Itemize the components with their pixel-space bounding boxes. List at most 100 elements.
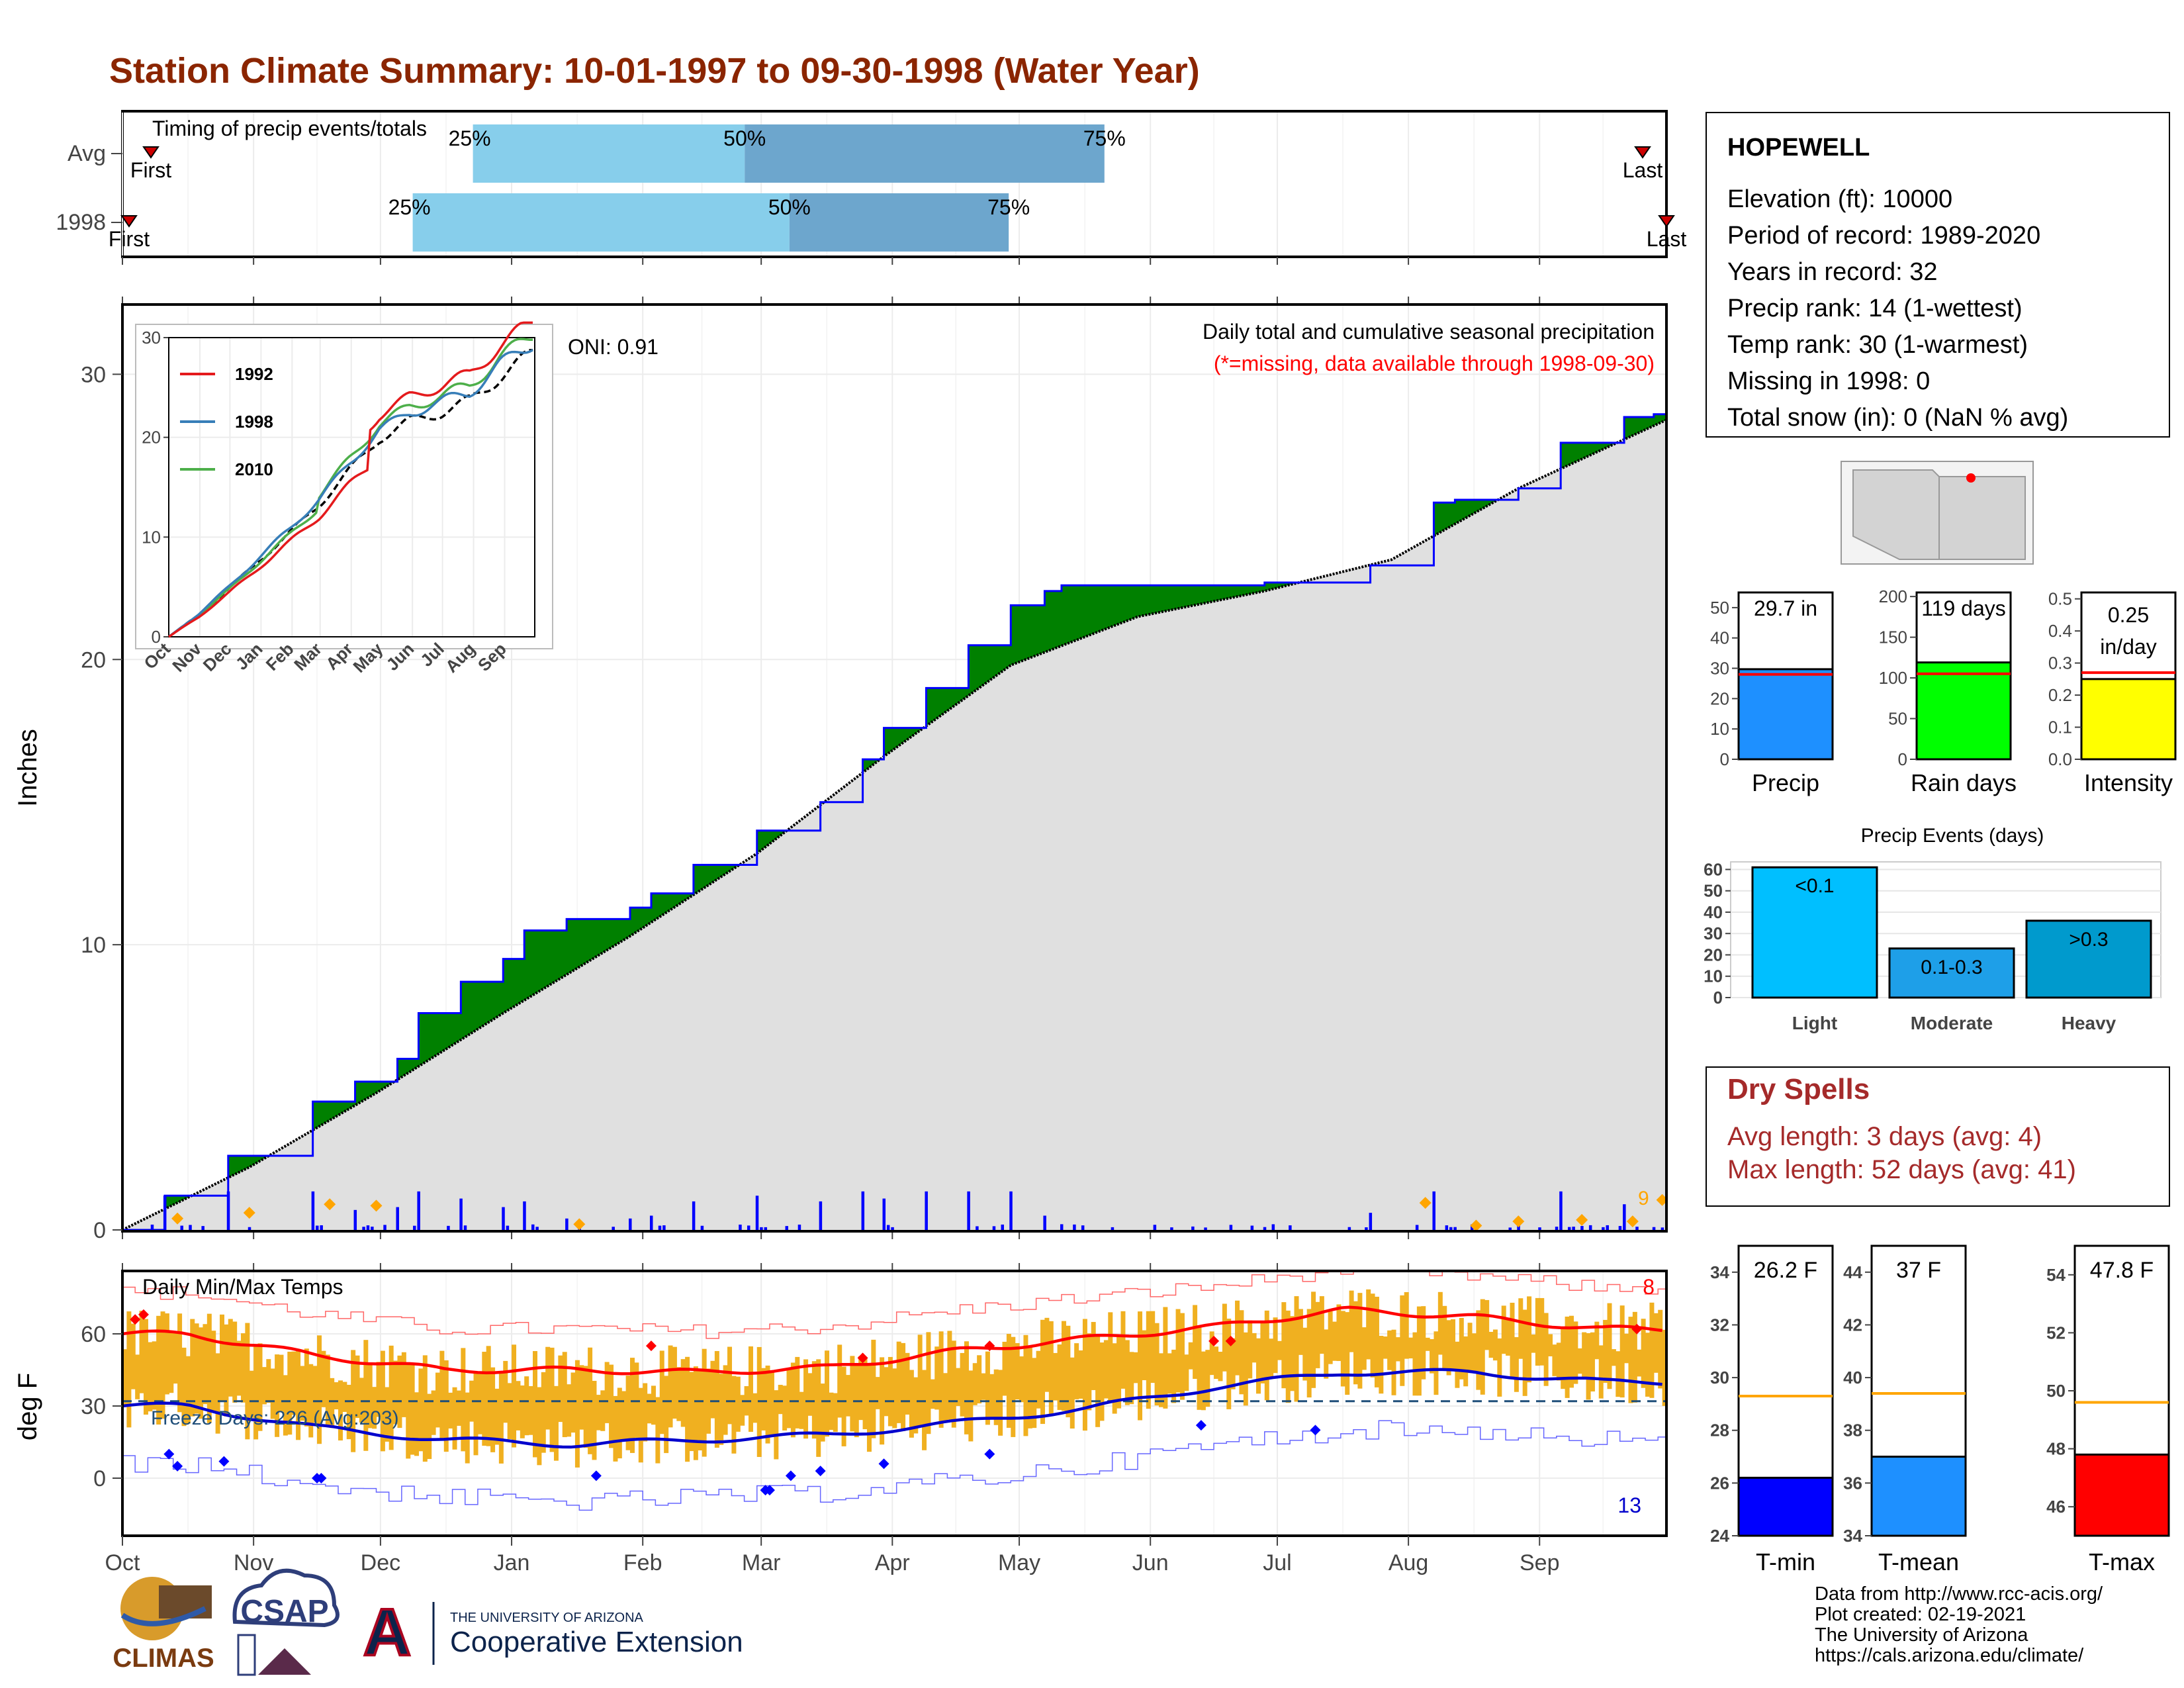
precip-panel: 0 10 20 30 Inches Daily total and cumulativ… (13, 257, 1668, 1271)
cum-diff-fill (477, 982, 483, 1029)
daily-temp-bar (1108, 1312, 1113, 1401)
cum-diff-fill (406, 1058, 411, 1075)
record-high-marker (1631, 1323, 1643, 1335)
daily-temp-bar (960, 1352, 965, 1417)
daily-temp-bar (1260, 1321, 1265, 1383)
cum-diff-fill (1226, 585, 1232, 599)
daily-temp-bar (884, 1367, 889, 1417)
daily-temp-bar (1467, 1323, 1473, 1374)
daily-temp-bar (1594, 1321, 1600, 1360)
cum-diff-fill (443, 1013, 449, 1051)
last-event-marker (1634, 146, 1651, 159)
cum-diff-fill (372, 1081, 377, 1096)
inset-y-tick: 30 (142, 328, 161, 348)
cum-diff-fill (964, 688, 970, 699)
daily-precip-bar (764, 1227, 768, 1230)
daily-temp-bar (1391, 1329, 1396, 1395)
daily-temp-bar (845, 1375, 850, 1417)
daily-precip-bar (819, 1201, 823, 1230)
cum-diff-fill (901, 727, 906, 745)
daily-precip-bar (1453, 1227, 1457, 1230)
temp-summary-y-tick: 52 (2046, 1323, 2066, 1342)
credit-line: Plot created: 02-19-2021 (1815, 1604, 2026, 1625)
cum-diff-fill (397, 1058, 402, 1080)
station-info-box: HOPEWELL Elevation (ft): 10000 Period of … (1706, 112, 2170, 438)
daily-precip-bar (1588, 1225, 1592, 1230)
cum-diff-fill (672, 893, 678, 909)
coop-extension-text: Cooperative Extension (450, 1626, 743, 1658)
daily-temp-bar (443, 1360, 449, 1452)
daily-temp-bar (1066, 1325, 1071, 1418)
daily-temp-bar (1099, 1342, 1105, 1421)
daily-temp-bar (1230, 1338, 1236, 1389)
temp-summary-y-tick: 40 (1843, 1368, 1862, 1387)
cum-diff-fill (1171, 585, 1177, 610)
daily-temp-bar (956, 1368, 961, 1406)
cum-diff-fill (520, 959, 525, 1004)
min-count: 13 (1617, 1493, 1641, 1517)
daily-temp-bar (1193, 1305, 1198, 1380)
daily-precip-bar (1555, 1227, 1559, 1230)
daily-temp-bar (1214, 1346, 1219, 1380)
daily-temp-bar (917, 1335, 923, 1427)
daily-temp-bar (338, 1380, 343, 1441)
daily-temp-bar (1277, 1340, 1282, 1360)
summary-y-tick: 50 (1888, 709, 1907, 729)
daily-temp-bar (1175, 1309, 1181, 1393)
cum-diff-fill (1463, 499, 1469, 520)
daily-temp-bar (689, 1372, 694, 1452)
cum-diff-fill (1069, 585, 1075, 643)
daily-temp-bar (604, 1362, 610, 1423)
daily-temp-bar (698, 1368, 703, 1451)
daily-temp-bar (1408, 1337, 1414, 1359)
cum-diff-fill (1251, 585, 1257, 594)
inset-series-line (167, 338, 533, 638)
new-mexico-shape (1938, 476, 2026, 560)
daily-temp-bar (1023, 1335, 1028, 1436)
daily-temp-bar (1404, 1291, 1409, 1359)
cum-diff-fill (719, 865, 724, 878)
cum-diff-fill (668, 893, 673, 912)
cum-diff-fill (351, 1102, 356, 1108)
daily-temp-bar (427, 1393, 432, 1460)
daily-temp-bar (270, 1368, 275, 1419)
event-bar-label: 0.1-0.3 (1921, 957, 1982, 978)
cum-diff-fill (769, 830, 775, 844)
month-tick-label: Dec (361, 1550, 400, 1575)
credit-line: The University of Arizona (1815, 1624, 2028, 1646)
daily-precip-bar (1001, 1224, 1004, 1230)
record-low-marker (1195, 1420, 1206, 1431)
inset-series-line (167, 349, 533, 638)
daily-temp-bar (1091, 1322, 1096, 1390)
cum-diff-fill (1002, 645, 1007, 672)
daily-precip-bar (226, 1191, 230, 1230)
cum-diff-fill (1099, 585, 1105, 632)
daily-temp-bar (1069, 1357, 1075, 1429)
summary-bar-label: Rain days (1911, 769, 2017, 796)
cum-diff-fill (473, 982, 478, 1032)
cum-diff-fill (567, 919, 572, 975)
record-low-marker (218, 1456, 230, 1467)
cum-diff-fill (1476, 499, 1481, 512)
cum-diff-fill (985, 645, 991, 684)
daily-precip-bar (565, 1218, 569, 1230)
events-y-tick: 40 (1704, 902, 1723, 922)
daily-temp-bar (1019, 1356, 1024, 1403)
daily-temp-bar (406, 1364, 411, 1459)
daily-temp-bar (926, 1332, 931, 1434)
station-name: HOPEWELL (1727, 134, 1870, 162)
daily-temp-bar (1158, 1353, 1163, 1407)
daily-temp-bar (651, 1385, 656, 1425)
daily-temp-bar (862, 1358, 868, 1430)
dry-spells-title: Dry Spells (1727, 1073, 1870, 1105)
cum-diff-fill (774, 830, 779, 841)
temp-summary-y-tick: 34 (1710, 1262, 1729, 1282)
daily-temp-bar (1163, 1307, 1168, 1409)
event-bar (1888, 947, 2015, 999)
cum-diff-fill (659, 893, 664, 917)
cum-diff-fill (1624, 417, 1629, 440)
cum-diff-fill (1201, 585, 1206, 604)
daily-temp-bar (228, 1319, 233, 1397)
cum-diff-fill (465, 982, 470, 1037)
cum-diff-fill (871, 759, 876, 767)
